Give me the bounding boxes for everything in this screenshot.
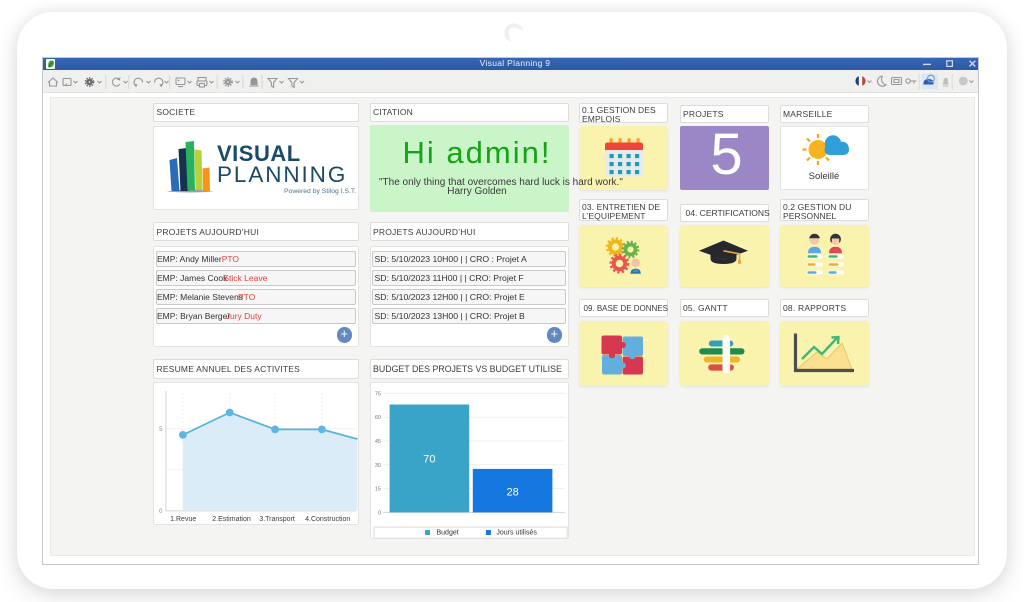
svg-text:0: 0 xyxy=(377,511,380,517)
svg-text:60: 60 xyxy=(374,416,380,422)
svg-text:2.Estimation: 2.Estimation xyxy=(212,516,251,523)
svg-text:28: 28 xyxy=(506,487,518,499)
svg-text:1.Revue: 1.Revue xyxy=(170,516,196,523)
svg-text:5: 5 xyxy=(159,427,163,433)
svg-text:30: 30 xyxy=(374,463,380,469)
svg-text:Jours utilisés: Jours utilisés xyxy=(496,530,537,537)
svg-text:4.Construction: 4.Construction xyxy=(305,516,350,523)
svg-text:3.Transport: 3.Transport xyxy=(259,516,295,523)
svg-text:75: 75 xyxy=(374,392,380,398)
svg-text:0: 0 xyxy=(159,509,163,515)
svg-text:45: 45 xyxy=(374,439,380,445)
svg-text:70: 70 xyxy=(423,454,435,466)
svg-text:15: 15 xyxy=(374,487,380,493)
svg-text:Budget: Budget xyxy=(436,530,458,537)
